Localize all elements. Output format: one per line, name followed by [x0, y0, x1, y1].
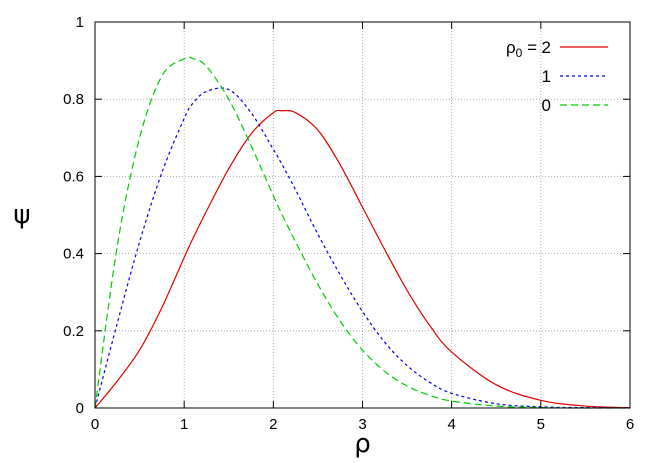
- x-tick-label: 3: [358, 416, 366, 433]
- legend-title: ρ0 =: [506, 38, 537, 60]
- x-tick-label: 0: [91, 416, 99, 433]
- x-tick-label: 5: [537, 416, 545, 433]
- series-line-rho0-0: [94, 56, 631, 409]
- series-lines: [94, 56, 631, 409]
- legend-label-0: 0: [542, 96, 551, 115]
- legend-label-2: 2: [542, 38, 551, 57]
- x-tick-label: 6: [626, 416, 634, 433]
- y-axis-title: ψ: [13, 200, 30, 230]
- axes: 0 1 2 3 4 5 6 0 0.2 0.4 0.6 0.8 1: [63, 14, 634, 433]
- y-tick-label: 0.2: [63, 323, 84, 340]
- x-tick-label: 1: [180, 416, 188, 433]
- series-line-rho0-2: [94, 109, 631, 409]
- x-tick-label: 2: [269, 416, 277, 433]
- x-tick-label: 4: [447, 416, 455, 433]
- y-tick-label: 0.6: [63, 168, 84, 185]
- y-tick-label: 1: [76, 14, 84, 31]
- legend: ρ0 = 2 1 0: [506, 38, 608, 115]
- plot-frame: [94, 21, 631, 409]
- y-tick-label: 0.8: [63, 91, 84, 108]
- grid: [95, 22, 630, 408]
- y-tick-label: 0: [76, 400, 84, 417]
- legend-label-1: 1: [542, 67, 551, 86]
- y-tick-label: 0.4: [63, 246, 84, 263]
- x-axis-title: ρ: [354, 429, 371, 459]
